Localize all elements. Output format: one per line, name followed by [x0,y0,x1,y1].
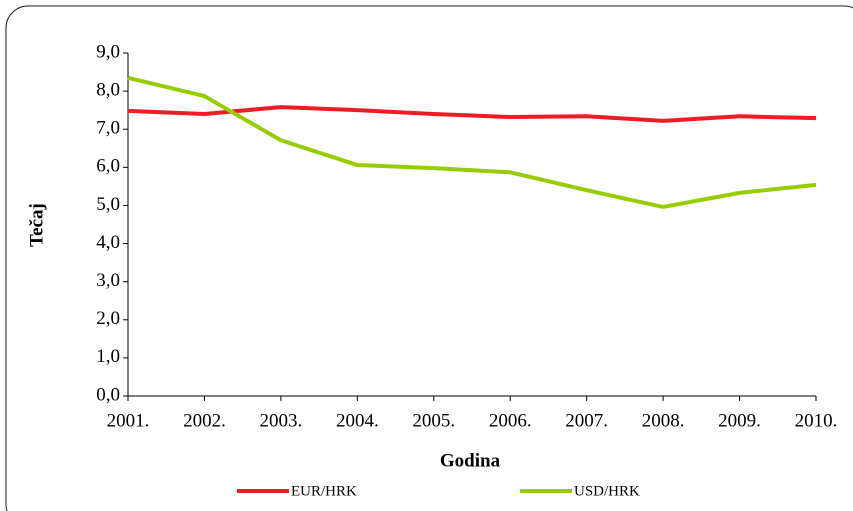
x-axis-title: Godina [440,450,501,471]
x-tick-label: 2003. [260,410,303,431]
x-tick-label: 2006. [489,410,532,431]
y-tick-label: 7,0 [96,118,120,139]
x-tick-label: 2002. [183,410,226,431]
y-tick-label: 1,0 [96,346,120,367]
x-tick-label: 2004. [336,410,379,431]
series-line [127,75,817,209]
x-tick-label: 2009. [718,410,761,431]
chart-frame [5,5,853,511]
y-tick-label: 2,0 [96,308,120,329]
series-line [127,105,817,123]
x-tick-label: 2001. [107,410,150,431]
y-tick-label: 0,0 [96,384,120,405]
legend-label: USD/HRK [574,483,640,499]
x-tick-label: 2008. [642,410,685,431]
legend-label: EUR/HRK [291,483,357,499]
y-tick-label: 6,0 [96,156,120,177]
y-axis-title: Tečaj [26,203,47,247]
x-tick-label: 2005. [412,410,455,431]
y-tick-label: 4,0 [96,232,120,253]
x-tick-label: 2007. [565,410,608,431]
y-tick-label: 9,0 [96,41,120,62]
y-tick-label: 5,0 [96,194,120,215]
x-tick-label: 2010. [795,410,838,431]
y-tick-label: 8,0 [96,79,120,100]
y-tick-label: 3,0 [96,270,120,291]
